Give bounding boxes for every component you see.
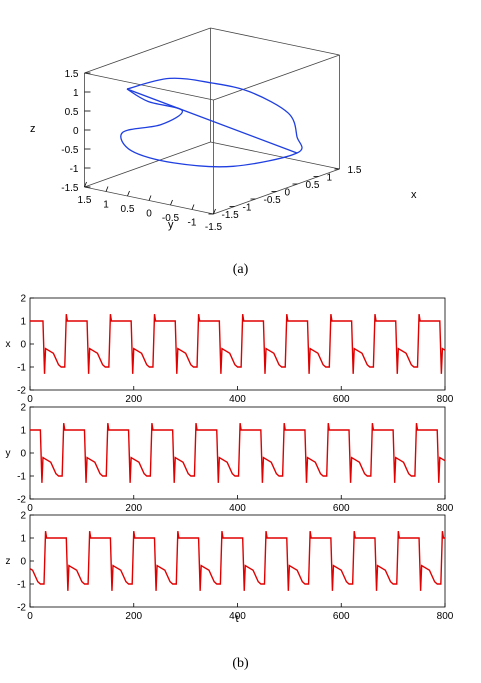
series-line-z (29, 530, 445, 591)
panel-label-x: x (6, 339, 11, 350)
y-tick-label-3: 0 (146, 209, 152, 220)
x-tick-label-z-4: 800 (437, 611, 454, 622)
y-axis-label: y (168, 219, 174, 231)
x-tick-label-z-0: 0 (27, 611, 33, 622)
y-tick-label-1: 1 (103, 200, 109, 211)
x-tick-label-x-0: 0 (27, 394, 33, 405)
trajectory-curve (120, 77, 303, 168)
series-line-x (30, 313, 446, 374)
y-tick-label-y-1: 1 (20, 426, 26, 437)
x-tick-label-x-3: 600 (333, 394, 350, 405)
y-tick-5 (191, 204, 195, 210)
x-tick-label-z-2: 400 (229, 611, 246, 622)
panel-label-z: z (6, 556, 11, 567)
x-tick-label-z-1: 200 (125, 611, 142, 622)
series-line-y (30, 422, 446, 483)
x-tick-label-6: 1.5 (348, 165, 362, 176)
box-edge-10 (210, 27, 340, 56)
x-tick-label-y-4: 800 (437, 503, 454, 514)
y-tick-2 (127, 190, 130, 197)
y-tick-label-z-4: -2 (17, 603, 26, 614)
x-tick-label-2: -0.5 (264, 195, 282, 206)
y-tick-1 (105, 186, 109, 192)
y-tick-label-6: -1.5 (205, 222, 223, 233)
axis-ticks: 1.510.50-0.5-1-1.51.5 1 0.5 0 -0.5 -1 -1.5-1.5… (61, 69, 362, 233)
z-tick-label-2: 0.5 (65, 107, 79, 118)
box-edge-7 (84, 27, 211, 74)
y-tick-label-5: -1 (188, 218, 197, 229)
panel-frame-z (29, 514, 446, 608)
x-tick-label-3: 0 (285, 188, 291, 199)
z-tick-label-4: -0.5 (61, 145, 79, 156)
x-tick-label-y-3: 600 (333, 503, 350, 514)
y-tick-6 (213, 208, 216, 215)
y-tick-label-x-0: 2 (20, 294, 26, 305)
y-tick-label-y-3: -1 (17, 472, 26, 483)
box-edge-3 (84, 72, 214, 101)
y-tick-label-z-2: 0 (20, 557, 26, 568)
x-tick-label-x-4: 800 (437, 394, 454, 405)
x-tick-label-y-0: 0 (27, 503, 33, 514)
caption-b: (b) (232, 656, 249, 671)
x-tick-label-0: -1.5 (222, 210, 240, 221)
y-tick-4 (170, 199, 173, 206)
y-tick-label-x-4: -2 (17, 386, 26, 397)
t-axis-label: t (235, 613, 238, 625)
y-tick-label-y-2: 0 (20, 449, 26, 460)
trajectory-chord (126, 88, 298, 154)
x-tick-label-5: 1 (327, 173, 333, 184)
x-tick-label-z-3: 600 (333, 611, 350, 622)
y-tick-label-x-1: 1 (20, 317, 26, 328)
z-tick-label-3: 0 (73, 126, 79, 137)
panel-frame-y (29, 406, 446, 500)
box-edge-4 (213, 54, 340, 101)
y-tick-label-y-0: 2 (20, 403, 26, 414)
box-edge-9 (210, 141, 340, 170)
caption-a: (a) (232, 262, 249, 277)
z-tick-label-1: 1 (73, 88, 79, 99)
y-tick-label-0: 1.5 (78, 195, 92, 206)
y-tick-3 (148, 195, 152, 201)
y-tick-label-2: 0.5 (121, 204, 135, 215)
phase-space-3d-plot: 1.510.50-0.5-1-1.51.5 1 0.5 0 -0.5 -1 -1.5-1.5… (30, 27, 417, 233)
x-tick-label-1: -1 (243, 203, 252, 214)
box-edge-6 (84, 141, 211, 188)
y-tick-label-y-4: -2 (17, 495, 26, 506)
x-tick-label-y-2: 400 (229, 503, 246, 514)
z-axis-label: z (30, 123, 36, 135)
y-tick-label-z-1: 1 (20, 534, 26, 545)
panel-label-y: y (6, 448, 11, 459)
y-tick-label-z-0: 2 (20, 511, 26, 522)
y-tick-label-4: -0.5 (162, 213, 180, 224)
y-tick-label-x-2: 0 (20, 340, 26, 351)
x-axis-label: x (411, 189, 417, 201)
x-tick-label-4: 0.5 (306, 180, 320, 191)
y-tick-0 (84, 181, 87, 188)
x-tick-label-x-2: 400 (229, 394, 246, 405)
trajectory-loop (120, 77, 303, 168)
z-tick-label-6: -1.5 (61, 183, 79, 194)
y-tick-label-z-3: -1 (17, 580, 26, 591)
panel-frame-x (29, 297, 446, 391)
x-tick-label-y-1: 200 (125, 503, 142, 514)
x-tick-label-x-1: 200 (125, 394, 142, 405)
z-tick-label-5: -1 (70, 164, 79, 175)
z-tick-label-0: 1.5 (65, 69, 79, 80)
y-tick-label-x-3: -1 (17, 363, 26, 374)
